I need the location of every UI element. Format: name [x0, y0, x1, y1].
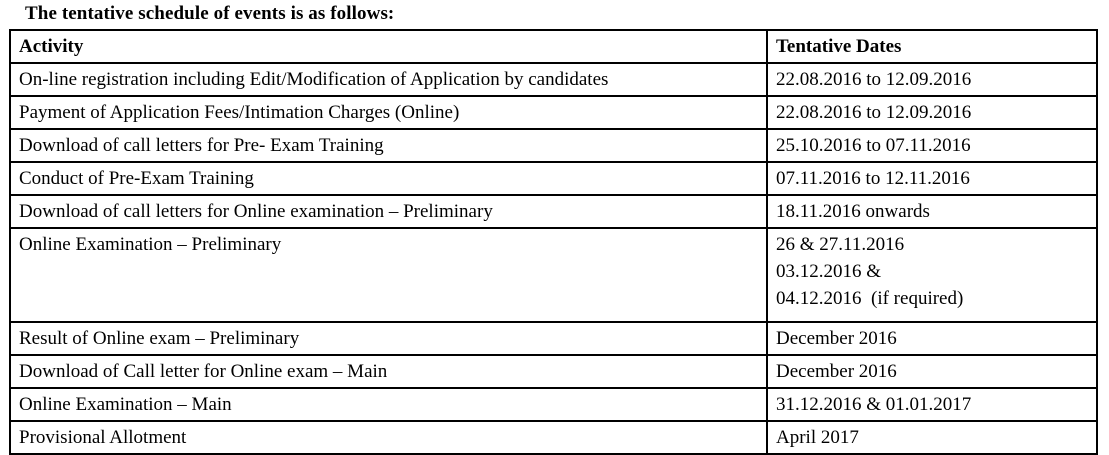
- cell-dates: 26 & 27.11.2016 03.12.2016 & 04.12.2016 …: [766, 227, 1098, 323]
- cell-dates: December 2016: [766, 354, 1098, 389]
- column-header-activity: Activity: [9, 29, 768, 64]
- cell-activity: Download of Call letter for Online exam …: [9, 354, 768, 389]
- table-header-row: Activity Tentative Dates: [9, 29, 1098, 64]
- cell-activity: Online Examination – Preliminary: [9, 227, 768, 323]
- table-row: Download of call letters for Online exam…: [9, 194, 1098, 229]
- table-row: Payment of Application Fees/Intimation C…: [9, 95, 1098, 130]
- cell-dates: 31.12.2016 & 01.01.2017: [766, 387, 1098, 422]
- cell-activity: Conduct of Pre-Exam Training: [9, 161, 768, 196]
- table-row: Online Examination – Main 31.12.2016 & 0…: [9, 387, 1098, 422]
- date-line: 22.08.2016 to 12.09.2016: [776, 69, 972, 90]
- table-header: Activity Tentative Dates: [9, 29, 1098, 64]
- date-line: 18.11.2016 onwards: [776, 201, 930, 222]
- cell-activity: On-line registration including Edit/Modi…: [9, 62, 768, 97]
- cell-dates: December 2016: [766, 321, 1098, 356]
- date-line: 26 & 27.11.2016: [776, 234, 905, 255]
- cell-activity: Download of call letters for Pre- Exam T…: [9, 128, 768, 163]
- cell-activity: Result of Online exam – Preliminary: [9, 321, 768, 356]
- date-line: 22.08.2016 to 12.09.2016: [776, 102, 972, 123]
- cell-dates: 25.10.2016 to 07.11.2016: [766, 128, 1098, 163]
- cell-dates: 18.11.2016 onwards: [766, 194, 1098, 229]
- cell-dates: April 2017: [766, 420, 1098, 455]
- table-body: On-line registration including Edit/Modi…: [9, 62, 1098, 455]
- date-line: 07.11.2016 to 12.11.2016: [776, 168, 970, 189]
- table-row: On-line registration including Edit/Modi…: [9, 62, 1098, 97]
- date-line: 03.12.2016 &: [776, 261, 882, 282]
- column-header-tentative-dates: Tentative Dates: [766, 29, 1098, 64]
- table-row: Online Examination – Preliminary 26 & 27…: [9, 227, 1098, 323]
- table-row: Conduct of Pre-Exam Training 07.11.2016 …: [9, 161, 1098, 196]
- cell-dates: 07.11.2016 to 12.11.2016: [766, 161, 1098, 196]
- cell-activity: Payment of Application Fees/Intimation C…: [9, 95, 768, 130]
- date-line: April 2017: [776, 427, 859, 448]
- cell-activity: Provisional Allotment: [9, 420, 768, 455]
- cell-activity: Online Examination – Main: [9, 387, 768, 422]
- cell-activity: Download of call letters for Online exam…: [9, 194, 768, 229]
- date-line: December 2016: [776, 361, 897, 382]
- tentative-schedule-table: Activity Tentative Dates On-line registr…: [9, 29, 1098, 455]
- date-line: 25.10.2016 to 07.11.2016: [776, 135, 971, 156]
- date-line: December 2016: [776, 328, 897, 349]
- date-line: 04.12.2016 (if required): [776, 288, 964, 309]
- table-row: Download of Call letter for Online exam …: [9, 354, 1098, 389]
- table-row: Provisional Allotment April 2017: [9, 420, 1098, 455]
- cell-dates: 22.08.2016 to 12.09.2016: [766, 95, 1098, 130]
- date-line: 31.12.2016 & 01.01.2017: [776, 394, 972, 415]
- table-row: Download of call letters for Pre- Exam T…: [9, 128, 1098, 163]
- cell-dates: 22.08.2016 to 12.09.2016: [766, 62, 1098, 97]
- intro-heading: The tentative schedule of events is as f…: [25, 3, 395, 24]
- table-row: Result of Online exam – Preliminary Dece…: [9, 321, 1098, 356]
